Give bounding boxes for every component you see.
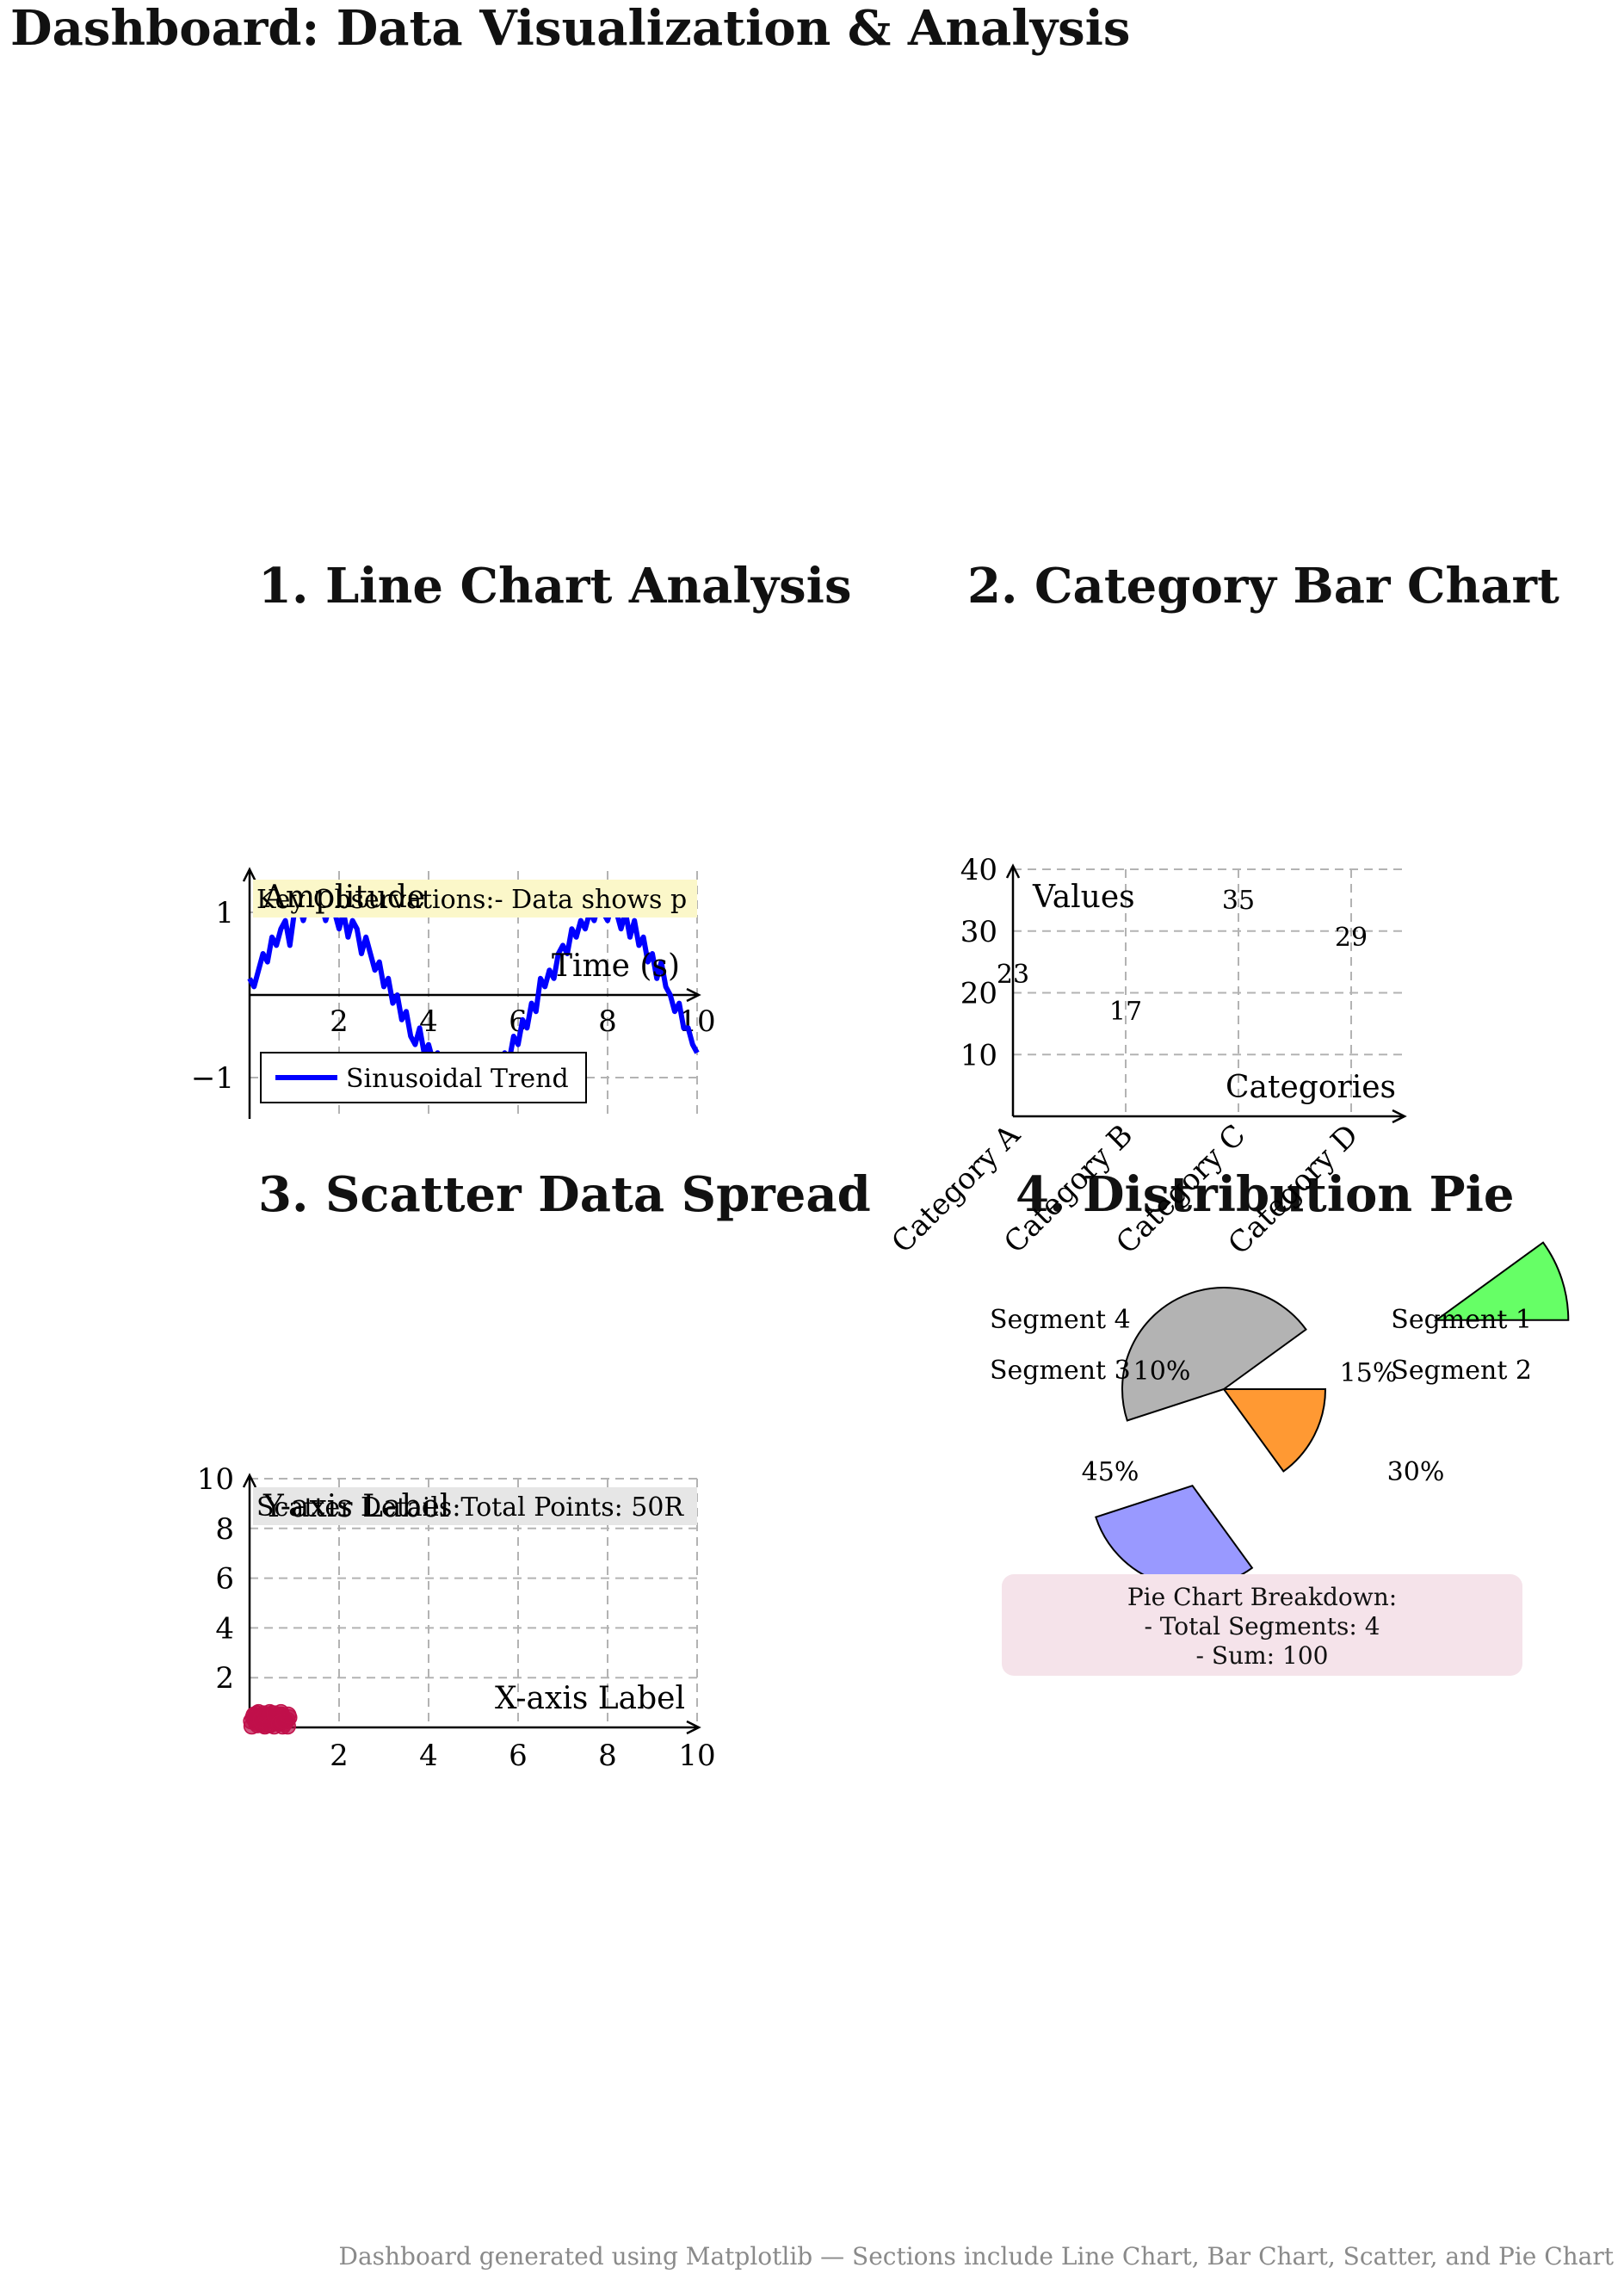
y-axis-label: Y-axis Label bbox=[262, 1489, 449, 1524]
section-title-line: 1. Line Chart Analysis bbox=[258, 558, 852, 615]
pie-slice bbox=[1121, 1287, 1307, 1422]
y-axis-label: Amplitude bbox=[262, 880, 425, 915]
y-tick-label: 4 bbox=[215, 1611, 234, 1646]
y-tick-label: 10 bbox=[197, 1462, 234, 1497]
y-axis-arrow bbox=[242, 867, 257, 882]
y-axis-label: Values bbox=[1032, 880, 1135, 915]
observations-text: Key Observations:- Data shows p bbox=[256, 885, 687, 915]
y-tick-label: 1 bbox=[215, 896, 234, 930]
pie-percent-label: 30% bbox=[1387, 1457, 1445, 1487]
x-tick-label: 8 bbox=[598, 1004, 617, 1039]
pie-segment-label: Segment 4 bbox=[990, 1305, 1131, 1335]
x-axis-label: Time (s) bbox=[552, 948, 680, 984]
bar-value-label: 29 bbox=[1335, 923, 1368, 953]
x-tick-label: 2 bbox=[330, 1739, 349, 1773]
pie-percent-label: 10% bbox=[1133, 1356, 1191, 1387]
footer-text: Dashboard generated using Matplotlib — S… bbox=[338, 2242, 1614, 2271]
pie-slice bbox=[1222, 1388, 1327, 1473]
x-axis-arrow bbox=[1392, 1109, 1407, 1124]
x-axis-arrow bbox=[686, 1720, 701, 1735]
x-axis-arrow bbox=[686, 987, 701, 1003]
observations-box bbox=[253, 880, 697, 917]
scatter-details-box bbox=[253, 1487, 697, 1525]
section-title-scatter: 3. Scatter Data Spread bbox=[258, 1166, 871, 1223]
legend-label: Sinusoidal Trend bbox=[346, 1064, 569, 1094]
pie-percent-label: 15% bbox=[1340, 1358, 1398, 1388]
x-tick-label: 6 bbox=[509, 1739, 528, 1773]
bar-value-label: 35 bbox=[1222, 886, 1255, 916]
y-axis-arrow bbox=[242, 1473, 257, 1488]
scatter-point bbox=[279, 1706, 297, 1724]
y-tick-label: 8 bbox=[215, 1512, 234, 1547]
pie-segment-label: Segment 3 bbox=[990, 1356, 1131, 1386]
pie-segment-label: Segment 1 bbox=[1391, 1305, 1532, 1335]
y-axis-arrow bbox=[1005, 863, 1021, 879]
pie-summary-line: - Total Segments: 4 bbox=[1144, 1612, 1380, 1640]
y-tick-label: 30 bbox=[960, 915, 997, 949]
scatter-details-text: Scatter Details:Total Points: 50R bbox=[256, 1492, 684, 1523]
x-axis-label: X-axis Label bbox=[495, 1681, 685, 1716]
y-tick-label: 6 bbox=[215, 1562, 234, 1597]
y-tick-label: 40 bbox=[960, 853, 997, 887]
section-title-pie: 4. Distribution Pie bbox=[1016, 1166, 1515, 1223]
x-axis-label: Categories bbox=[1226, 1070, 1396, 1105]
pie-segment-label: Segment 2 bbox=[1391, 1356, 1532, 1386]
pie-percent-label: 45% bbox=[1082, 1457, 1139, 1487]
x-tick-label: 4 bbox=[419, 1004, 438, 1039]
section-title-bar: 2. Category Bar Chart bbox=[967, 558, 1559, 615]
y-tick-label: −1 bbox=[191, 1061, 234, 1096]
y-tick-label: 10 bbox=[960, 1038, 997, 1072]
pie-summary-line: - Sum: 100 bbox=[1195, 1641, 1329, 1670]
bar-value-label: 17 bbox=[1109, 997, 1142, 1027]
y-tick-label: 2 bbox=[215, 1661, 234, 1696]
pie-summary-line: Pie Chart Breakdown: bbox=[1127, 1583, 1398, 1611]
y-tick-label: 20 bbox=[960, 977, 997, 1011]
pie-slice bbox=[1433, 1241, 1570, 1321]
x-tick-label: 2 bbox=[330, 1004, 349, 1039]
page-title: Dashboard: Data Visualization & Analysis bbox=[10, 0, 1131, 57]
x-tick-label: 10 bbox=[678, 1739, 715, 1773]
pie-summary-box: Pie Chart Breakdown: - Total Segments: 4… bbox=[1002, 1574, 1522, 1676]
pie-slice bbox=[1095, 1485, 1254, 1589]
x-tick-label: 4 bbox=[419, 1739, 438, 1773]
x-tick-label: 8 bbox=[598, 1739, 617, 1773]
bar-value-label: 23 bbox=[997, 960, 1029, 990]
